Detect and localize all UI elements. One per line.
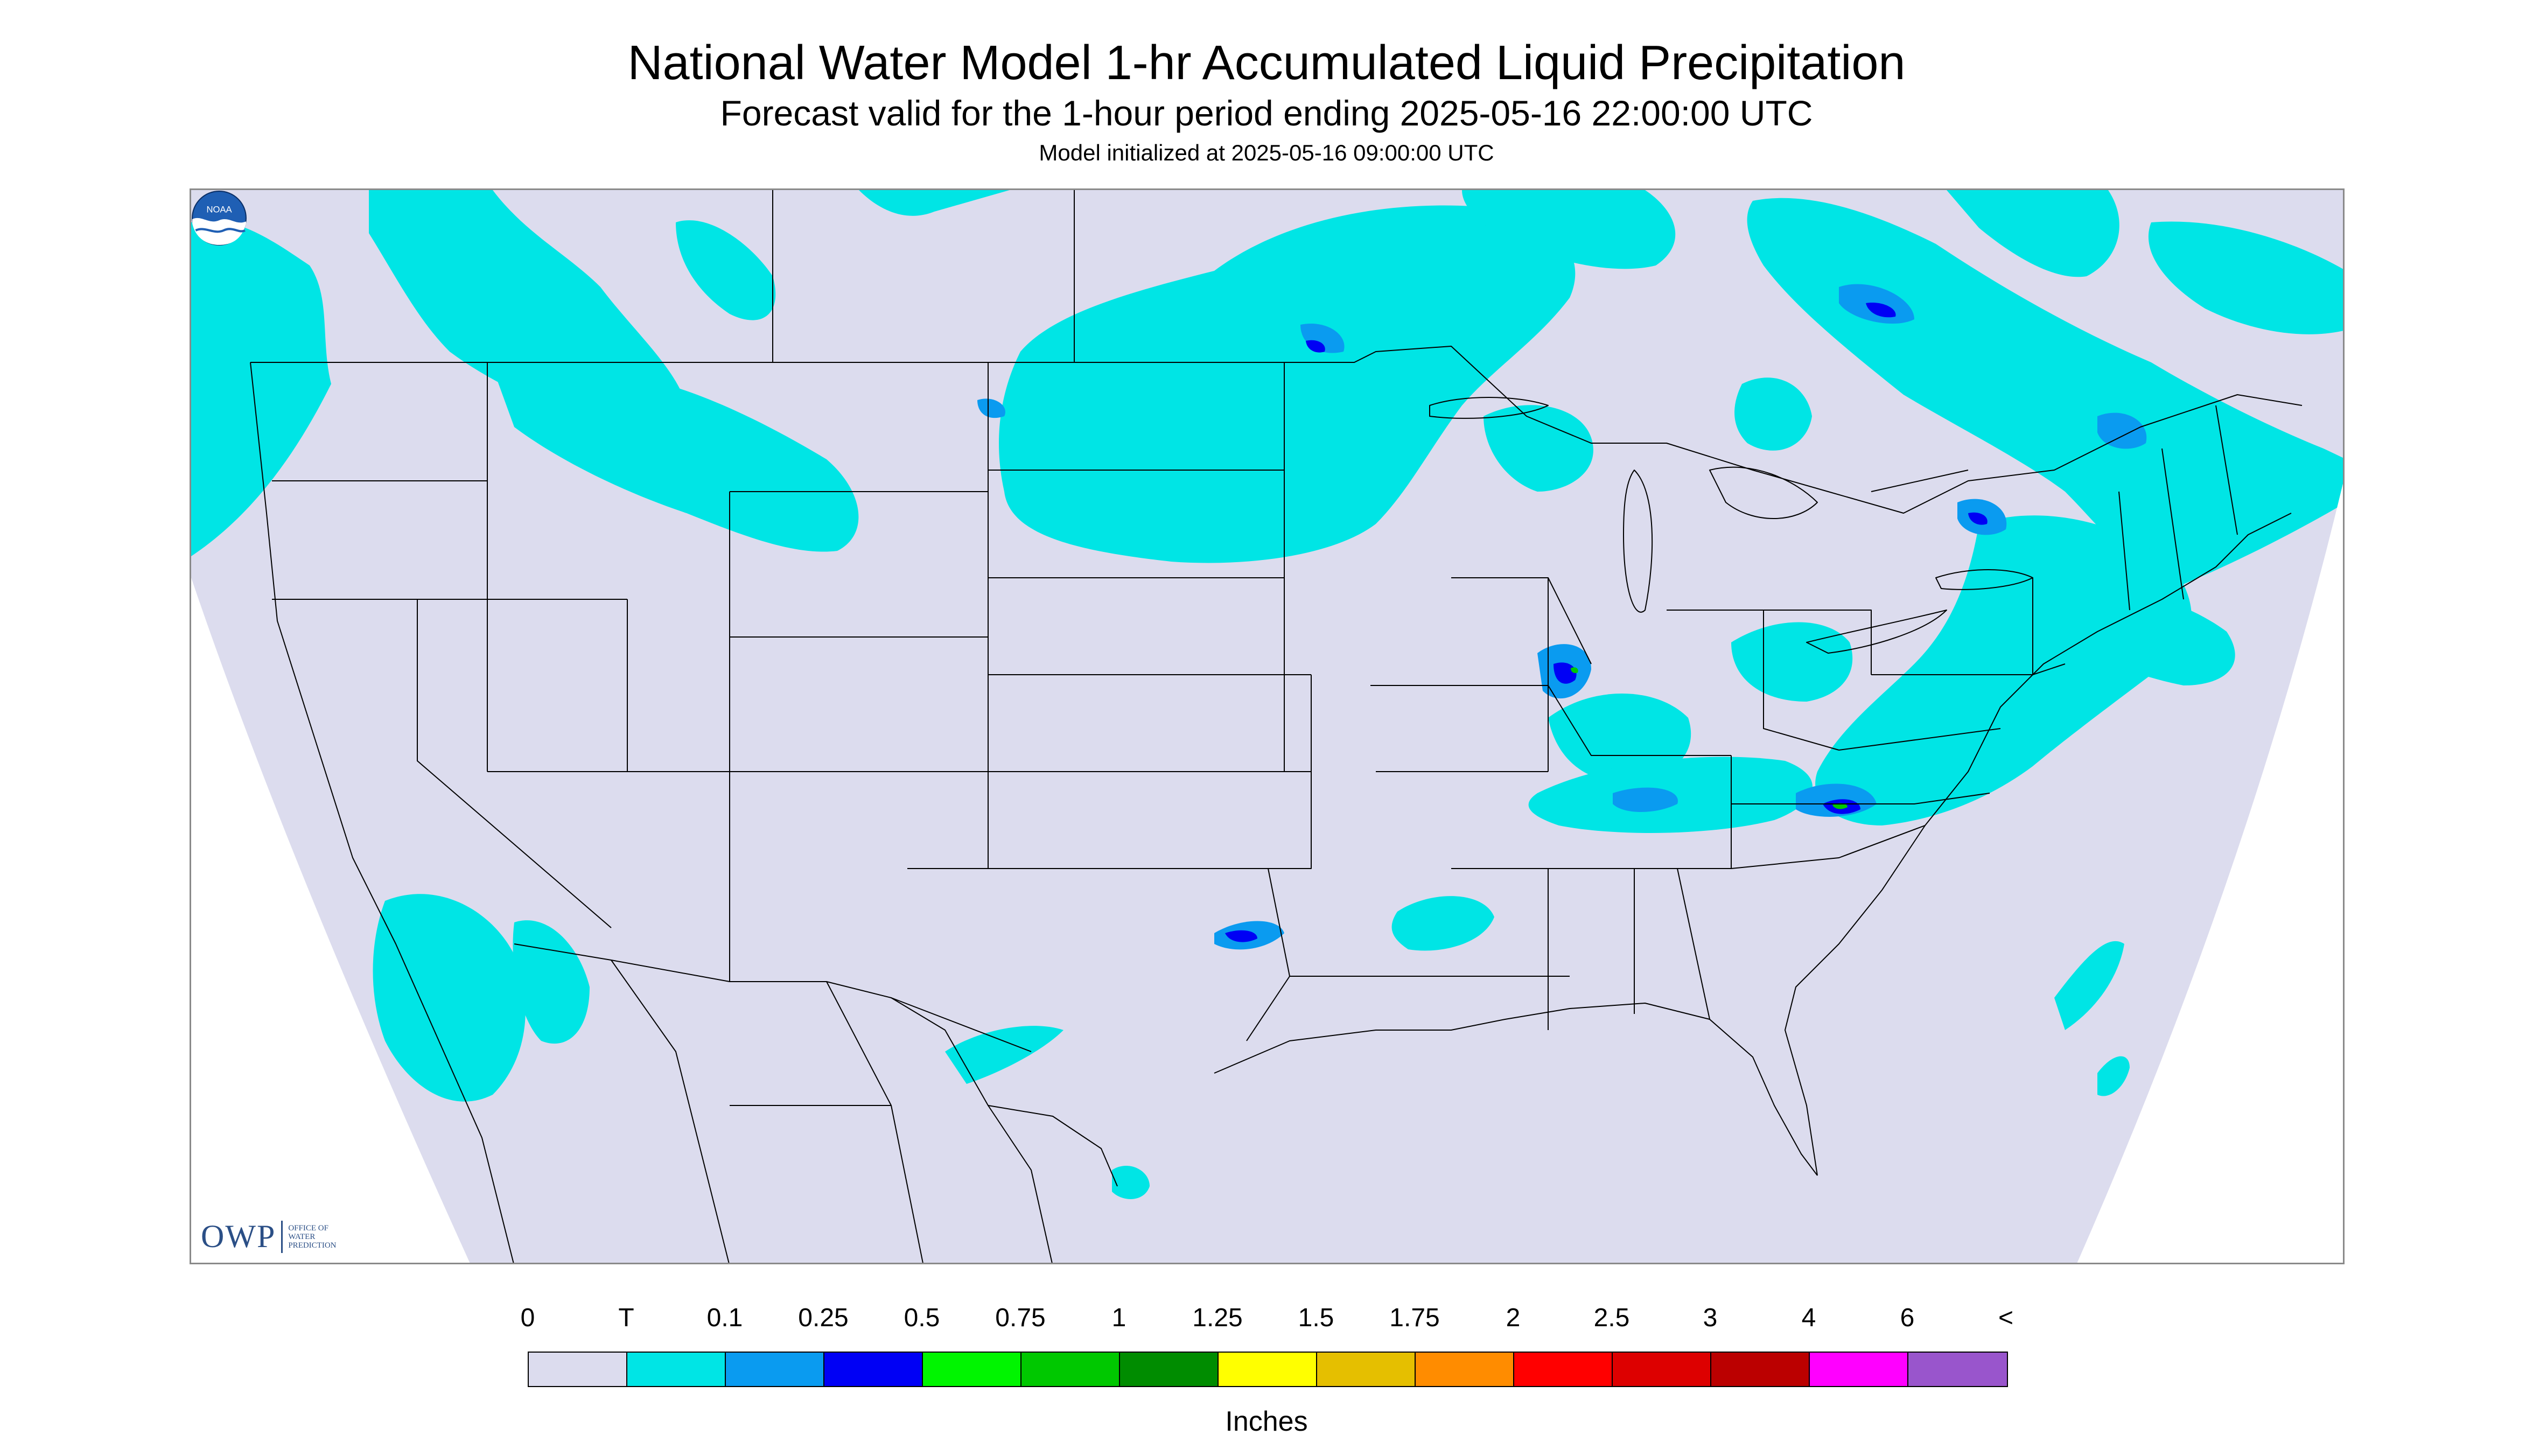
- legend-label: 4: [1801, 1304, 1816, 1332]
- legend-units: Inches: [1225, 1406, 1308, 1437]
- model-init-text: Model initialized at 2025-05-16 09:00:00…: [1039, 140, 1494, 165]
- owp-logo-divider: [281, 1220, 283, 1253]
- precipitation-map: OWP OFFICE OF WATER PREDICTION NOAA: [190, 188, 2345, 1264]
- legend-label: 2: [1506, 1304, 1521, 1332]
- legend-swatch: [1711, 1353, 1810, 1386]
- map-title: National Water Model 1-hr Accumulated Li…: [627, 36, 1906, 90]
- legend-swatch: [1219, 1353, 1317, 1386]
- legend-labels: 0 T 0.1 0.25 0.5 0.75 1 1.25 1.5 1.75 2 2.5 3 4 6 <: [0, 1303, 2533, 1341]
- legend-swatch: [1021, 1353, 1120, 1386]
- noaa-logo-text: NOAA: [206, 205, 232, 215]
- legend-label: 0.1: [706, 1304, 743, 1332]
- legend-label: 6: [1900, 1304, 1915, 1332]
- legend-label: 0: [520, 1304, 535, 1332]
- precip-heavy-areas: [1571, 667, 1848, 809]
- map-subtitle: Forecast valid for the 1-hour period end…: [720, 93, 1813, 133]
- precip-moderate-areas: [1225, 303, 1988, 942]
- legend-swatch: [1514, 1353, 1613, 1386]
- state-boundaries: [250, 190, 2303, 1263]
- legend-swatch: [1120, 1353, 1219, 1386]
- outside-domain-left: [191, 578, 470, 1263]
- legend-swatch: [1416, 1353, 1514, 1386]
- legend-label: <: [1998, 1304, 2014, 1332]
- legend-label: 1.75: [1389, 1304, 1440, 1332]
- legend-swatch: [529, 1353, 627, 1386]
- owp-logo-subtext: OFFICE OF WATER PREDICTION: [288, 1223, 337, 1250]
- precip-trace-areas: [191, 190, 2343, 1199]
- legend-colorbar: [528, 1352, 2008, 1387]
- legend-label: 0.5: [904, 1304, 940, 1332]
- legend-label: 0.75: [995, 1304, 1046, 1332]
- owp-logo: OWP OFFICE OF WATER PREDICTION: [201, 1218, 353, 1255]
- legend-swatch: [923, 1353, 1021, 1386]
- noaa-logo-icon: NOAA: [192, 191, 247, 246]
- legend-swatch: [1810, 1353, 1908, 1386]
- legend-swatch: [627, 1353, 726, 1386]
- legend-label: 0.25: [798, 1304, 849, 1332]
- legend-swatch: [1317, 1353, 1416, 1386]
- legend-label: 2.5: [1593, 1304, 1630, 1332]
- legend-swatch: [1613, 1353, 1711, 1386]
- legend-label: 1: [1111, 1304, 1126, 1332]
- legend-swatch: [824, 1353, 923, 1386]
- outside-domain-right: [2077, 484, 2343, 1263]
- legend-swatch: [1908, 1353, 2007, 1386]
- legend-label: 3: [1703, 1304, 1718, 1332]
- legend-label: 1.5: [1298, 1304, 1334, 1332]
- map-canvas: [191, 190, 2343, 1263]
- owp-logo-text: OWP: [201, 1219, 276, 1254]
- legend-label: T: [618, 1304, 634, 1332]
- legend-label: 1.25: [1192, 1304, 1243, 1332]
- legend-swatch: [726, 1353, 824, 1386]
